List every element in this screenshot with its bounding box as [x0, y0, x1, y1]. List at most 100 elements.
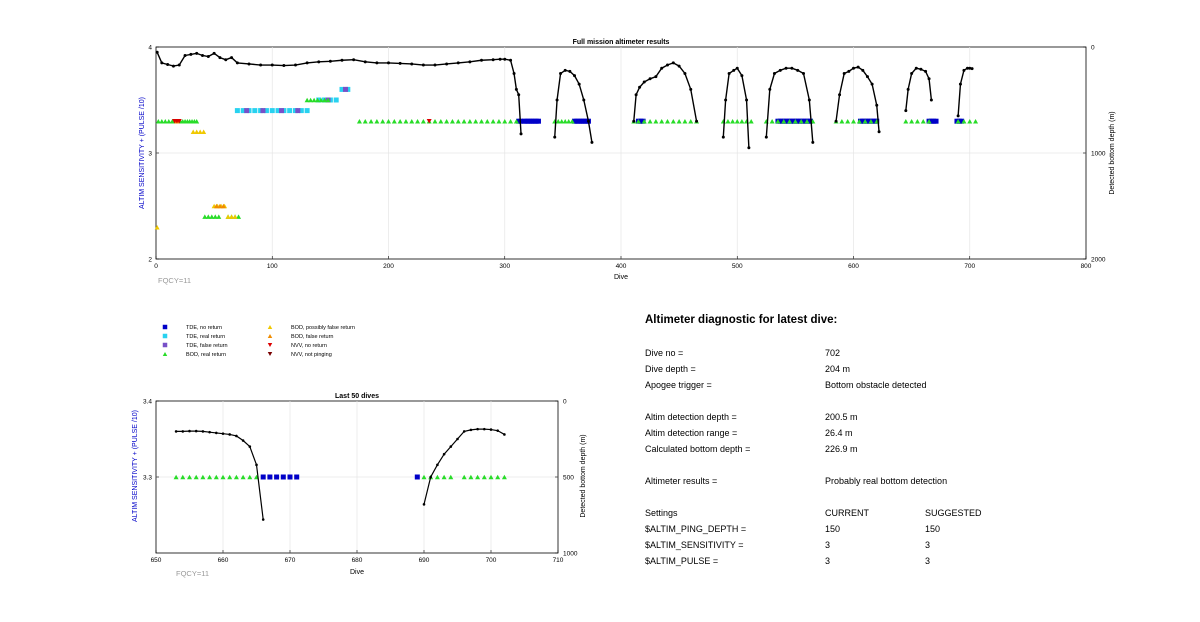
x-tick-label: 500: [732, 263, 743, 270]
bottom-depth-point: [177, 63, 181, 67]
bottom-depth-point: [519, 132, 523, 136]
bottom-depth-point: [724, 98, 728, 102]
bottom-depth-point: [695, 119, 699, 123]
bottom-depth-point: [683, 72, 687, 75]
bottom-depth-point: [305, 61, 309, 65]
bottom-depth-point: [387, 61, 390, 65]
bod-real-return-marker: [682, 118, 688, 124]
bottom-depth-point: [429, 475, 433, 479]
tde-no-return-marker: [287, 474, 293, 480]
bod-real-return-marker: [479, 118, 484, 124]
bottom-depth-line: [554, 69, 593, 143]
bottom-depth-point: [747, 146, 751, 150]
bottom-depth-point: [671, 61, 675, 65]
bod-real-return-marker: [304, 97, 310, 103]
bod-real-return-marker: [730, 118, 736, 124]
bod-real-return-marker: [448, 474, 454, 480]
chart-title: Last 50 dives: [335, 393, 379, 400]
bod-real-return-marker: [775, 118, 781, 124]
bod-real-return-marker: [769, 118, 775, 124]
bottom-depth-point: [778, 68, 782, 72]
bod-real-return-marker: [688, 118, 694, 124]
bottom-depth-point: [517, 93, 521, 97]
tde-real-return-marker: [333, 97, 339, 103]
tde-false-return-marker: [244, 108, 250, 114]
bottom-depth-point: [503, 57, 507, 61]
bottom-depth-point: [166, 62, 170, 66]
tde-no-return-legend-marker: [162, 324, 168, 330]
bod-real-return-marker: [868, 118, 874, 124]
bottom-depth-point: [914, 66, 918, 70]
bottom-depth-point: [201, 53, 204, 57]
row-label: Apogee trigger =: [645, 380, 712, 390]
bottom-depth-point: [445, 62, 449, 66]
bottom-depth-point: [666, 63, 669, 67]
bod-real-return-marker: [502, 118, 508, 124]
bottom-depth-point: [194, 429, 198, 433]
bottom-depth-point: [582, 98, 586, 102]
bod-real-return-marker: [566, 118, 572, 124]
y2-tick-label: 0: [563, 399, 567, 406]
bottom-depth-point: [235, 61, 239, 65]
bod-real-return-marker: [205, 214, 211, 219]
bod-false-return-legend-marker: [267, 333, 273, 339]
bod-real-return-marker: [220, 474, 226, 480]
bottom-depth-point: [568, 69, 572, 73]
bottom-depth-point: [727, 72, 731, 75]
x-tick-label: 100: [267, 263, 278, 270]
tde-no-return-marker: [267, 474, 273, 480]
nvv-not-pinging-legend-marker: [267, 351, 273, 357]
row-value: 26.4 m: [825, 428, 853, 438]
y-axis-label: ALTIM SENSITIVITY + (PULSE /10): [132, 410, 139, 522]
bod-real-return-marker: [781, 118, 787, 124]
bottom-depth-point: [654, 75, 658, 79]
bottom-depth-point: [965, 66, 969, 70]
altim-detection-depth-row: Altim detection depth = 200.5 m: [645, 412, 1165, 424]
bottom-depth-point: [838, 93, 842, 97]
bottom-depth-point: [563, 68, 567, 72]
bottom-depth-point: [221, 432, 225, 435]
bottom-depth-point: [483, 427, 486, 431]
frequency-note: FQCY=11: [176, 569, 209, 578]
bod-real-return-marker: [473, 118, 479, 124]
row-label: Altim detection depth =: [645, 412, 737, 422]
bod-real-return-marker: [322, 97, 328, 103]
calculated-bottom-depth-row: Calculated bottom depth = 226.9 m: [645, 444, 1165, 456]
bod-real-return-marker: [725, 118, 731, 124]
bottom-depth-point: [660, 66, 664, 70]
frequency-note: FQCY=11: [158, 276, 191, 285]
bottom-depth-point: [375, 61, 379, 65]
y2-tick-label: 0: [1091, 45, 1095, 52]
bod-real-return-marker: [665, 118, 670, 124]
bottom-depth-point: [235, 434, 238, 438]
bod-real-return-marker: [403, 118, 409, 124]
bottom-depth-point: [480, 58, 483, 62]
bottom-depth-point: [421, 63, 425, 67]
bod-real-return-marker: [166, 118, 172, 124]
bottom-depth-point: [807, 98, 811, 102]
bottom-depth-point: [496, 429, 500, 432]
bod-real-return-marker: [194, 118, 200, 124]
y2-tick-label: 2000: [1091, 257, 1106, 264]
bottom-depth-point: [790, 66, 794, 70]
altimeter-diagnostic-panel: Altimeter diagnostic for latest dive: Di…: [645, 310, 1165, 566]
row-value: 200.5 m: [825, 412, 858, 422]
bottom-depth-point: [195, 51, 199, 55]
tde-false-return-legend-marker: [162, 342, 168, 348]
bottom-depth-point: [449, 445, 453, 448]
tde-real-return-marker: [269, 108, 275, 114]
bottom-depth-point: [904, 109, 908, 113]
bottom-depth-point: [555, 98, 559, 102]
bod-real-return-marker: [914, 118, 920, 124]
bottom-depth-point: [215, 431, 218, 435]
bottom-depth-point: [768, 87, 772, 91]
bod-possibly-false-return-marker: [197, 129, 203, 135]
bod-real-return-marker: [356, 118, 362, 124]
bod-real-return-marker: [311, 97, 317, 103]
bottom-depth-point: [764, 135, 768, 139]
bottom-depth-point: [468, 60, 472, 64]
tde-false-return-marker: [279, 108, 285, 114]
bod-real-return-marker: [432, 118, 438, 124]
setting-row-pulse: $ALTIM_PULSE = 3 3: [645, 556, 1165, 568]
y-tick-label: 3.4: [143, 399, 152, 406]
